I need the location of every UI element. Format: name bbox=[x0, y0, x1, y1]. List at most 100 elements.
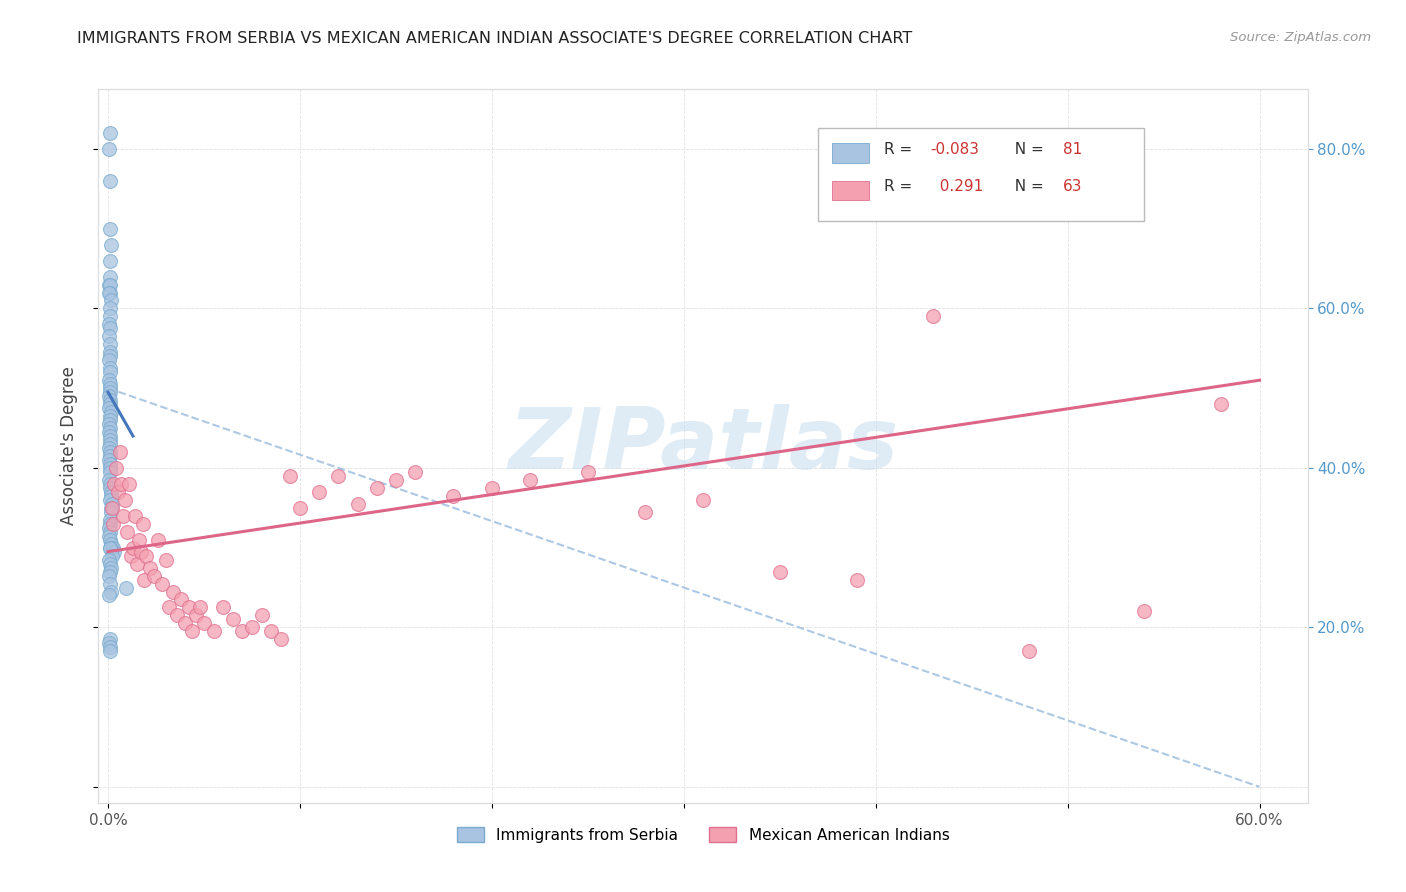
Point bbox=[98, 513, 121, 527]
Point bbox=[170, 592, 193, 607]
Point bbox=[101, 541, 124, 555]
Point bbox=[98, 393, 121, 408]
Text: 63: 63 bbox=[1063, 179, 1083, 194]
Point bbox=[98, 417, 121, 431]
Point bbox=[135, 549, 157, 563]
Text: R =: R = bbox=[884, 179, 918, 194]
Point bbox=[100, 560, 122, 574]
Point bbox=[143, 568, 166, 582]
Point bbox=[260, 624, 283, 639]
Point bbox=[212, 600, 235, 615]
Point bbox=[98, 437, 121, 451]
Point bbox=[1018, 644, 1040, 658]
Point bbox=[98, 285, 121, 300]
Point bbox=[110, 476, 132, 491]
Point bbox=[98, 310, 121, 324]
Point bbox=[769, 565, 792, 579]
Point bbox=[98, 361, 121, 376]
Point bbox=[115, 581, 138, 595]
Point bbox=[98, 277, 121, 292]
Point bbox=[129, 544, 152, 558]
Legend: Immigrants from Serbia, Mexican American Indians: Immigrants from Serbia, Mexican American… bbox=[450, 821, 956, 848]
Point bbox=[98, 301, 121, 316]
Point bbox=[202, 624, 225, 639]
Point bbox=[98, 465, 121, 479]
Point bbox=[98, 445, 121, 459]
Point bbox=[98, 473, 121, 487]
Point bbox=[250, 608, 273, 623]
Point bbox=[481, 481, 503, 495]
Point bbox=[188, 600, 211, 615]
Point bbox=[98, 565, 121, 579]
Point bbox=[346, 497, 368, 511]
Point bbox=[100, 405, 122, 419]
Point bbox=[240, 620, 263, 634]
Point bbox=[98, 253, 121, 268]
Point bbox=[100, 536, 122, 550]
Point bbox=[122, 541, 145, 555]
Point bbox=[177, 600, 200, 615]
Point bbox=[98, 142, 121, 156]
Point bbox=[150, 576, 173, 591]
Text: 0.291: 0.291 bbox=[931, 179, 984, 194]
Point bbox=[98, 174, 121, 188]
Point bbox=[98, 457, 121, 471]
Point bbox=[98, 453, 121, 467]
Point bbox=[131, 516, 153, 531]
Point bbox=[98, 353, 121, 368]
Point bbox=[1133, 604, 1156, 618]
Point bbox=[101, 497, 124, 511]
Point bbox=[98, 421, 121, 435]
Point bbox=[100, 489, 122, 503]
Point bbox=[98, 377, 121, 392]
Point bbox=[98, 589, 121, 603]
Point bbox=[98, 413, 121, 427]
Point bbox=[125, 557, 148, 571]
Point bbox=[98, 318, 121, 332]
Point bbox=[98, 521, 121, 535]
Point bbox=[100, 237, 122, 252]
Point bbox=[634, 505, 657, 519]
Text: N =: N = bbox=[1005, 179, 1049, 194]
Point bbox=[98, 345, 121, 359]
Point bbox=[128, 533, 150, 547]
Point bbox=[98, 397, 121, 411]
Point bbox=[100, 293, 122, 308]
Point bbox=[222, 612, 245, 626]
Point bbox=[98, 533, 121, 547]
Point bbox=[181, 624, 204, 639]
Point bbox=[98, 385, 121, 400]
Point bbox=[124, 508, 146, 523]
Point bbox=[98, 321, 121, 335]
Point bbox=[155, 552, 177, 566]
Point bbox=[98, 481, 121, 495]
Y-axis label: Associate's Degree: Associate's Degree bbox=[59, 367, 77, 525]
Point bbox=[98, 277, 121, 292]
Point bbox=[98, 349, 121, 363]
Point bbox=[100, 584, 122, 599]
Point bbox=[98, 568, 121, 582]
Text: 81: 81 bbox=[1063, 143, 1083, 157]
Point bbox=[98, 425, 121, 439]
Point bbox=[922, 310, 945, 324]
Point bbox=[98, 409, 121, 423]
Point bbox=[98, 461, 121, 475]
Point bbox=[98, 492, 121, 507]
Point bbox=[98, 365, 121, 379]
Point bbox=[101, 500, 124, 515]
FancyBboxPatch shape bbox=[818, 128, 1144, 221]
Point bbox=[845, 573, 868, 587]
Point bbox=[98, 516, 121, 531]
Point bbox=[98, 126, 121, 140]
Point bbox=[108, 445, 131, 459]
Point bbox=[103, 544, 125, 558]
Point bbox=[166, 608, 188, 623]
Point bbox=[98, 221, 121, 235]
Point bbox=[100, 484, 122, 499]
Point bbox=[98, 381, 121, 395]
Point bbox=[100, 505, 122, 519]
Point bbox=[385, 473, 408, 487]
Text: ZIPatlas: ZIPatlas bbox=[508, 404, 898, 488]
FancyBboxPatch shape bbox=[832, 144, 869, 162]
Point bbox=[101, 516, 124, 531]
